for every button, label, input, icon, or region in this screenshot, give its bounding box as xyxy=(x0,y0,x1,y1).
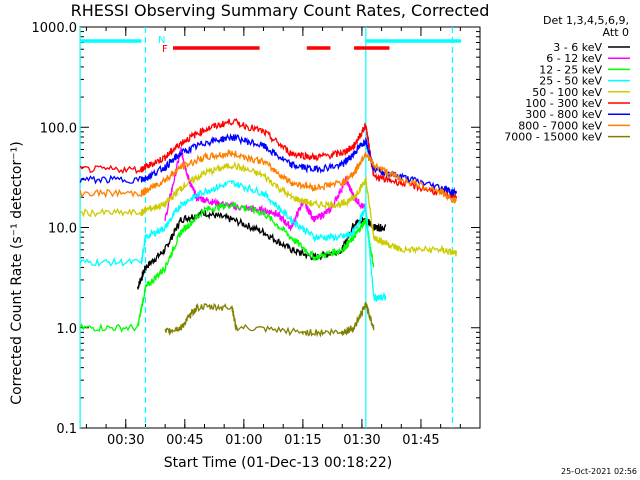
legend-label: 800 - 7000 keV xyxy=(518,119,602,132)
flags-layer: NF xyxy=(80,35,461,55)
plot-axes xyxy=(79,26,481,429)
y-tick-label: 100.0 xyxy=(40,121,77,136)
plot-frame xyxy=(79,26,481,429)
legend-header: Det 1,3,4,5,6,9, xyxy=(543,14,629,27)
series-layer xyxy=(79,117,458,338)
legend-label: 300 - 800 keV xyxy=(525,108,602,121)
y-tick-label: 1.0 xyxy=(56,322,77,337)
series-line xyxy=(79,117,458,201)
x-tick-label: 01:00 xyxy=(225,433,262,448)
x-tick-label: 01:30 xyxy=(343,433,380,448)
footer-timestamp: 25-Oct-2021 02:56 xyxy=(561,467,637,476)
series-line xyxy=(79,201,375,333)
y-tick-label: 1000.0 xyxy=(32,21,78,36)
legend-label: 25 - 50 keV xyxy=(539,75,602,88)
chart-title: RHESSI Observing Summary Count Rates, Co… xyxy=(71,1,490,20)
flag-label: N xyxy=(158,35,165,46)
series-line xyxy=(164,302,375,338)
legend-label: 3 - 6 keV xyxy=(553,41,602,54)
series-line xyxy=(164,147,367,232)
tick-labels: 1000.0 100.0 10.0 1.0 0.1 00:30 00:45 01:00 01:1… xyxy=(32,21,440,448)
x-tick-label: 01:15 xyxy=(284,433,321,448)
series-line xyxy=(136,208,387,290)
legend-label: 6 - 12 keV xyxy=(546,52,602,65)
legend-label: 50 - 100 keV xyxy=(532,86,602,99)
x-tick-label: 00:30 xyxy=(107,433,144,448)
x-tick-label: 00:45 xyxy=(166,433,203,448)
series-line xyxy=(79,179,387,302)
x-tick-label: 01:45 xyxy=(402,433,439,448)
series-line xyxy=(79,148,458,205)
y-tick-label: 10.0 xyxy=(48,222,77,237)
series-line xyxy=(79,132,458,197)
legend-label: 100 - 300 keV xyxy=(525,97,602,110)
legend-header: Att 0 xyxy=(603,26,629,39)
time-markers xyxy=(79,27,454,428)
y-axis-label: Corrected Count Rate (s⁻¹ detector⁻¹) xyxy=(9,141,25,404)
x-axis-label: Start Time (01-Dec-13 00:18:22) xyxy=(164,455,392,471)
y-tick-label: 0.1 xyxy=(56,422,77,437)
legend-label: 12 - 25 keV xyxy=(539,63,602,76)
legend-label: 7000 - 15000 keV xyxy=(504,131,602,144)
series-line xyxy=(79,160,458,257)
flag-label: F xyxy=(162,44,168,55)
